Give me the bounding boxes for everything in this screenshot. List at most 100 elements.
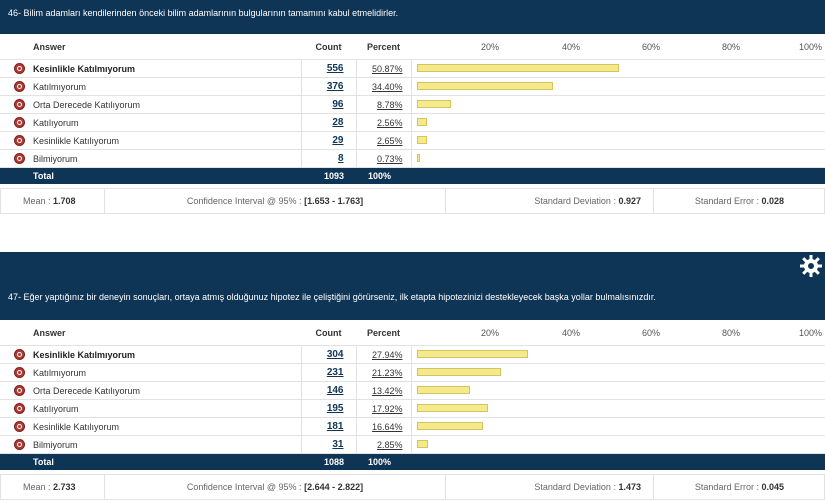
col-count: Count xyxy=(301,35,356,60)
percent-bar xyxy=(416,386,470,394)
percent-link[interactable]: 13.42% xyxy=(371,385,403,396)
percent-link[interactable]: 27.94% xyxy=(371,349,403,360)
percent-bar xyxy=(416,118,427,126)
count-link[interactable]: 31 xyxy=(332,439,344,450)
total-percent: 100% xyxy=(356,453,411,470)
question-46-title: 46- Bilim adamları kendilerinden önceki … xyxy=(8,8,399,18)
total-label: Total xyxy=(25,453,301,470)
person-circle-icon[interactable] xyxy=(14,385,25,397)
percent-link[interactable]: 21.23% xyxy=(371,367,403,378)
scale-100: 100% xyxy=(799,328,823,338)
se-stat: Standard Error : 0.045 xyxy=(694,482,784,492)
answer-label: Kesinlikle Katılıyorum xyxy=(25,131,301,150)
answer-row: Orta Derecede Katılıyorum 146 13.42% xyxy=(0,381,825,400)
person-circle-icon[interactable] xyxy=(14,99,25,111)
count-link[interactable]: 195 xyxy=(326,403,344,414)
person-circle-icon[interactable] xyxy=(14,117,25,129)
mean-stat: Mean : 1.708 xyxy=(1,189,105,213)
answer-row: Katılıyorum 195 17.92% xyxy=(0,399,825,418)
count-link[interactable]: 28 xyxy=(332,117,344,128)
scale-80: 80% xyxy=(722,328,741,338)
percent-link[interactable]: 8.78% xyxy=(376,99,403,110)
count-link[interactable]: 376 xyxy=(326,81,344,92)
question-46-header: 46- Bilim adamları kendilerinden önceki … xyxy=(0,0,825,34)
mean-stat: Mean : 2.733 xyxy=(1,475,105,499)
answer-label: Katılıyorum xyxy=(25,399,301,418)
se-stat: Standard Error : 0.028 xyxy=(694,196,784,206)
total-row: Total 1093 100% xyxy=(0,167,825,184)
count-link[interactable]: 304 xyxy=(326,349,344,360)
percent-link[interactable]: 0.73% xyxy=(376,153,403,164)
col-percent: Percent xyxy=(356,321,411,346)
col-percent: Percent xyxy=(356,35,411,60)
answer-label: Kesinlikle Katılmıyorum xyxy=(25,59,301,78)
answer-label: Katılmıyorum xyxy=(25,363,301,382)
percent-bar xyxy=(416,422,483,430)
percent-link[interactable]: 50.87% xyxy=(371,63,403,74)
answer-row: Kesinlikle Katılmıyorum 556 50.87% xyxy=(0,59,825,78)
scale-60: 60% xyxy=(642,42,661,52)
count-link[interactable]: 96 xyxy=(332,99,344,110)
scale-20: 20% xyxy=(481,42,500,52)
ci-stat: Confidence Interval @ 95% : [1.653 - 1.7… xyxy=(105,189,446,213)
percent-bar xyxy=(416,404,488,412)
percent-bar xyxy=(416,64,619,72)
count-link[interactable]: 146 xyxy=(326,385,344,396)
col-count: Count xyxy=(301,321,356,346)
person-circle-icon[interactable] xyxy=(14,439,25,451)
person-circle-icon[interactable] xyxy=(14,135,25,147)
percent-bar xyxy=(416,136,428,144)
answer-row: Bilmiyorum 8 0.73% xyxy=(0,149,825,168)
answer-label: Orta Derecede Katılıyorum xyxy=(25,381,301,400)
col-answer: Answer xyxy=(25,35,301,60)
person-circle-icon[interactable] xyxy=(14,81,25,93)
count-link[interactable]: 556 xyxy=(326,63,344,74)
scale-header: 20% 40% 60% 80% 100% xyxy=(411,321,825,346)
scale-20: 20% xyxy=(481,328,500,338)
percent-link[interactable]: 16.64% xyxy=(371,421,403,432)
person-circle-icon[interactable] xyxy=(14,367,25,379)
answer-label: Bilmiyorum xyxy=(25,149,301,168)
answer-row: Kesinlikle Katılmıyorum 304 27.94% xyxy=(0,345,825,364)
ci-stat: Confidence Interval @ 95% : [2.644 - 2.8… xyxy=(105,475,446,499)
question-47-header: 47- Eğer yaptığınız bir deneyin sonuçlar… xyxy=(0,252,825,320)
count-link[interactable]: 29 xyxy=(332,135,344,146)
answer-row: Kesinlikle Katılıyorum 181 16.64% xyxy=(0,417,825,436)
answer-row: Bilmiyorum 31 2.85% xyxy=(0,435,825,454)
percent-link[interactable]: 2.56% xyxy=(376,117,403,128)
percent-link[interactable]: 17.92% xyxy=(371,403,403,414)
question-46-table: Answer Count Percent 20% 40% 60% 80% 100… xyxy=(0,35,825,184)
scale-40: 40% xyxy=(562,328,581,338)
count-link[interactable]: 8 xyxy=(337,153,344,164)
percent-bar xyxy=(416,440,428,448)
person-circle-icon[interactable] xyxy=(14,421,25,433)
percent-bar xyxy=(416,82,554,90)
total-row: Total 1088 100% xyxy=(0,453,825,470)
answer-row: Orta Derecede Katılıyorum 96 8.78% xyxy=(0,95,825,114)
person-circle-icon[interactable] xyxy=(14,403,25,415)
scale-100: 100% xyxy=(799,42,823,52)
question-47-stats: Mean : 2.733 Confidence Interval @ 95% :… xyxy=(0,474,825,500)
answer-label: Katılıyorum xyxy=(25,113,301,132)
percent-link[interactable]: 34.40% xyxy=(371,81,403,92)
person-circle-icon[interactable] xyxy=(14,63,25,75)
percent-link[interactable]: 2.85% xyxy=(376,439,403,450)
total-count: 1093 xyxy=(301,167,356,184)
answer-label: Bilmiyorum xyxy=(25,435,301,454)
question-46-stats: Mean : 1.708 Confidence Interval @ 95% :… xyxy=(0,188,825,214)
percent-bar xyxy=(416,100,452,108)
question-47-table: Answer Count Percent 20% 40% 60% 80% 100… xyxy=(0,321,825,470)
sd-stat: Standard Deviation : 1.473 xyxy=(446,475,654,499)
sd-stat: Standard Deviation : 0.927 xyxy=(446,189,654,213)
count-link[interactable]: 231 xyxy=(326,367,344,378)
question-47-title: 47- Eğer yaptığınız bir deneyin sonuçlar… xyxy=(8,292,656,302)
scale-40: 40% xyxy=(562,42,581,52)
answer-label: Kesinlikle Katılmıyorum xyxy=(25,345,301,364)
gear-icon[interactable] xyxy=(799,254,823,278)
person-circle-icon[interactable] xyxy=(14,153,25,165)
count-link[interactable]: 181 xyxy=(326,421,344,432)
answer-row: Katılmıyorum 231 21.23% xyxy=(0,363,825,382)
percent-link[interactable]: 2.65% xyxy=(376,135,403,146)
person-circle-icon[interactable] xyxy=(14,349,25,361)
percent-bar xyxy=(416,368,501,376)
